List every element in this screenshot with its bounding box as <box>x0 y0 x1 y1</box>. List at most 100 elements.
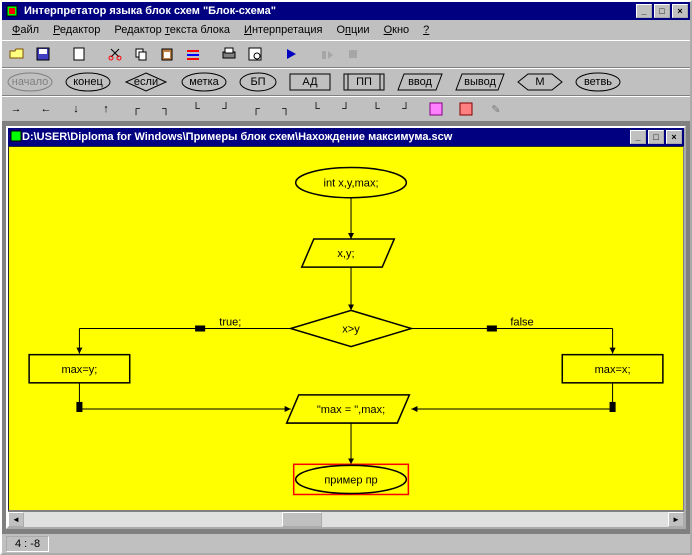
menu-interpretation[interactable]: Интерпретация <box>238 22 328 38</box>
svg-text:ветвь: ветвь <box>584 76 612 88</box>
node-input-text: x,y; <box>337 248 354 260</box>
maximize-button[interactable]: □ <box>654 4 670 18</box>
corner-3-icon[interactable]: └ <box>188 101 204 117</box>
shape-label[interactable]: метка <box>180 71 228 93</box>
window-title: Интерпретатор языка блок схем "Блок-схем… <box>24 5 636 17</box>
corner-7-icon[interactable]: └ <box>308 101 324 117</box>
shape-if[interactable]: если <box>122 71 170 93</box>
shape-start[interactable]: начало <box>6 71 54 93</box>
corner-6-icon[interactable]: ┐ <box>278 101 294 117</box>
doc-minimize-button[interactable]: _ <box>630 130 646 144</box>
shape-toolbar: начало конец если метка БП АД ПП ввод вы… <box>2 68 690 96</box>
scroll-track[interactable] <box>24 512 668 527</box>
menu-editor-label: едактор <box>60 24 101 36</box>
scroll-left-button[interactable]: ◄ <box>8 512 24 527</box>
minimize-button[interactable]: _ <box>636 4 652 18</box>
menu-help[interactable]: ? <box>417 22 435 38</box>
menu-block-text-label: Редактор текста блока <box>114 24 230 36</box>
scroll-right-button[interactable]: ► <box>668 512 684 527</box>
scroll-thumb[interactable] <box>282 512 322 527</box>
svg-text:БП: БП <box>250 76 265 88</box>
corner-5-icon[interactable]: ┌ <box>248 101 264 117</box>
menu-window[interactable]: Окно <box>378 22 416 38</box>
main-window: Интерпретатор языка блок схем "Блок-схем… <box>0 0 692 555</box>
corner-10-icon[interactable]: ┘ <box>398 101 414 117</box>
document-title: D:\USER\Diploma for Windows\Примеры блок… <box>22 131 630 143</box>
flowchart-svg: true; false <box>9 147 683 510</box>
node-label-text: пример пр <box>324 474 377 486</box>
status-coords: 4 : -8 <box>6 536 49 552</box>
corner-1-icon[interactable]: ┌ <box>128 101 144 117</box>
step-button[interactable] <box>316 43 338 65</box>
arrow-down-icon[interactable]: ↓ <box>68 101 84 117</box>
tool-a-icon[interactable] <box>428 101 444 117</box>
corner-8-icon[interactable]: ┘ <box>338 101 354 117</box>
node-maxx-text: max=x; <box>595 364 631 376</box>
shape-ad[interactable]: АД <box>288 71 332 93</box>
node-cond-text: x>y <box>342 324 360 336</box>
corner-2-icon[interactable]: ┐ <box>158 101 174 117</box>
copy-button[interactable] <box>130 43 152 65</box>
print-button[interactable] <box>218 43 240 65</box>
menu-file[interactable]: Файл <box>6 22 45 38</box>
window-controls: _ □ × <box>636 4 688 18</box>
menu-window-label: кно <box>392 24 409 36</box>
menu-file-label: айл <box>20 24 39 36</box>
node-maxy-text: max=y; <box>61 364 97 376</box>
main-toolbar <box>2 40 690 68</box>
corner-4-icon[interactable]: ┘ <box>218 101 234 117</box>
statusbar: 4 : -8 <box>2 533 690 553</box>
svg-text:метка: метка <box>189 76 219 88</box>
titlebar: Интерпретатор языка блок схем "Блок-схем… <box>2 2 690 20</box>
open-button[interactable] <box>6 43 28 65</box>
shape-loop[interactable]: М <box>516 71 564 93</box>
svg-text:АД: АД <box>302 76 318 88</box>
close-button[interactable]: × <box>672 4 688 18</box>
svg-text:конец: конец <box>73 76 103 88</box>
menubar: Файл Редактор Редактор текста блока Инте… <box>2 20 690 40</box>
svg-text:начало: начало <box>12 76 48 88</box>
doc-icon <box>10 130 22 145</box>
arrow-toolbar: → ← ↓ ↑ ┌ ┐ └ ┘ ┌ ┐ └ ┘ └ ┘ ✎ <box>2 96 690 122</box>
shape-bp[interactable]: БП <box>238 71 278 93</box>
shape-end[interactable]: конец <box>64 71 112 93</box>
shape-output[interactable]: вывод <box>454 71 506 93</box>
svg-text:false: false <box>510 316 533 328</box>
menu-options[interactable]: Опции <box>330 22 375 38</box>
corner-9-icon[interactable]: └ <box>368 101 384 117</box>
new-button[interactable] <box>68 43 90 65</box>
paste-button[interactable] <box>156 43 178 65</box>
shape-branch[interactable]: ветвь <box>574 71 622 93</box>
shape-pp[interactable]: ПП <box>342 71 386 93</box>
shape-input[interactable]: ввод <box>396 71 444 93</box>
svg-text:ПП: ПП <box>356 76 372 88</box>
save-button[interactable] <box>32 43 54 65</box>
horizontal-scrollbar[interactable]: ◄ ► <box>8 511 684 527</box>
node-decl-text: int x,y,max; <box>324 178 379 190</box>
arrow-right-icon[interactable]: → <box>8 101 24 117</box>
svg-text:ввод: ввод <box>408 76 432 88</box>
svg-text:М: М <box>535 76 544 88</box>
menu-editor[interactable]: Редактор <box>47 22 106 38</box>
tool-c-icon[interactable]: ✎ <box>488 101 504 117</box>
doc-maximize-button[interactable]: □ <box>648 130 664 144</box>
workspace: D:\USER\Diploma for Windows\Примеры блок… <box>2 122 690 533</box>
document-window: D:\USER\Diploma for Windows\Примеры блок… <box>6 126 686 529</box>
preview-button[interactable] <box>244 43 266 65</box>
menu-options-label: Опции <box>336 24 369 36</box>
document-titlebar: D:\USER\Diploma for Windows\Примеры блок… <box>8 128 684 146</box>
menu-interpret-label: нтерпретация <box>252 24 323 36</box>
svg-text:вывод: вывод <box>464 76 496 88</box>
svg-text:если: если <box>134 76 158 88</box>
arrow-left-icon[interactable]: ← <box>38 101 54 117</box>
canvas[interactable]: true; false <box>8 146 684 511</box>
run-button[interactable] <box>280 43 302 65</box>
cut-button[interactable] <box>104 43 126 65</box>
arrow-up-icon[interactable]: ↑ <box>98 101 114 117</box>
menu-block-text[interactable]: Редактор текста блока <box>108 22 236 38</box>
doc-close-button[interactable]: × <box>666 130 682 144</box>
tool-b-icon[interactable] <box>458 101 474 117</box>
stop-button[interactable] <box>342 43 364 65</box>
node-print-text: "max = ",max; <box>317 404 385 416</box>
grid-button[interactable] <box>182 43 204 65</box>
